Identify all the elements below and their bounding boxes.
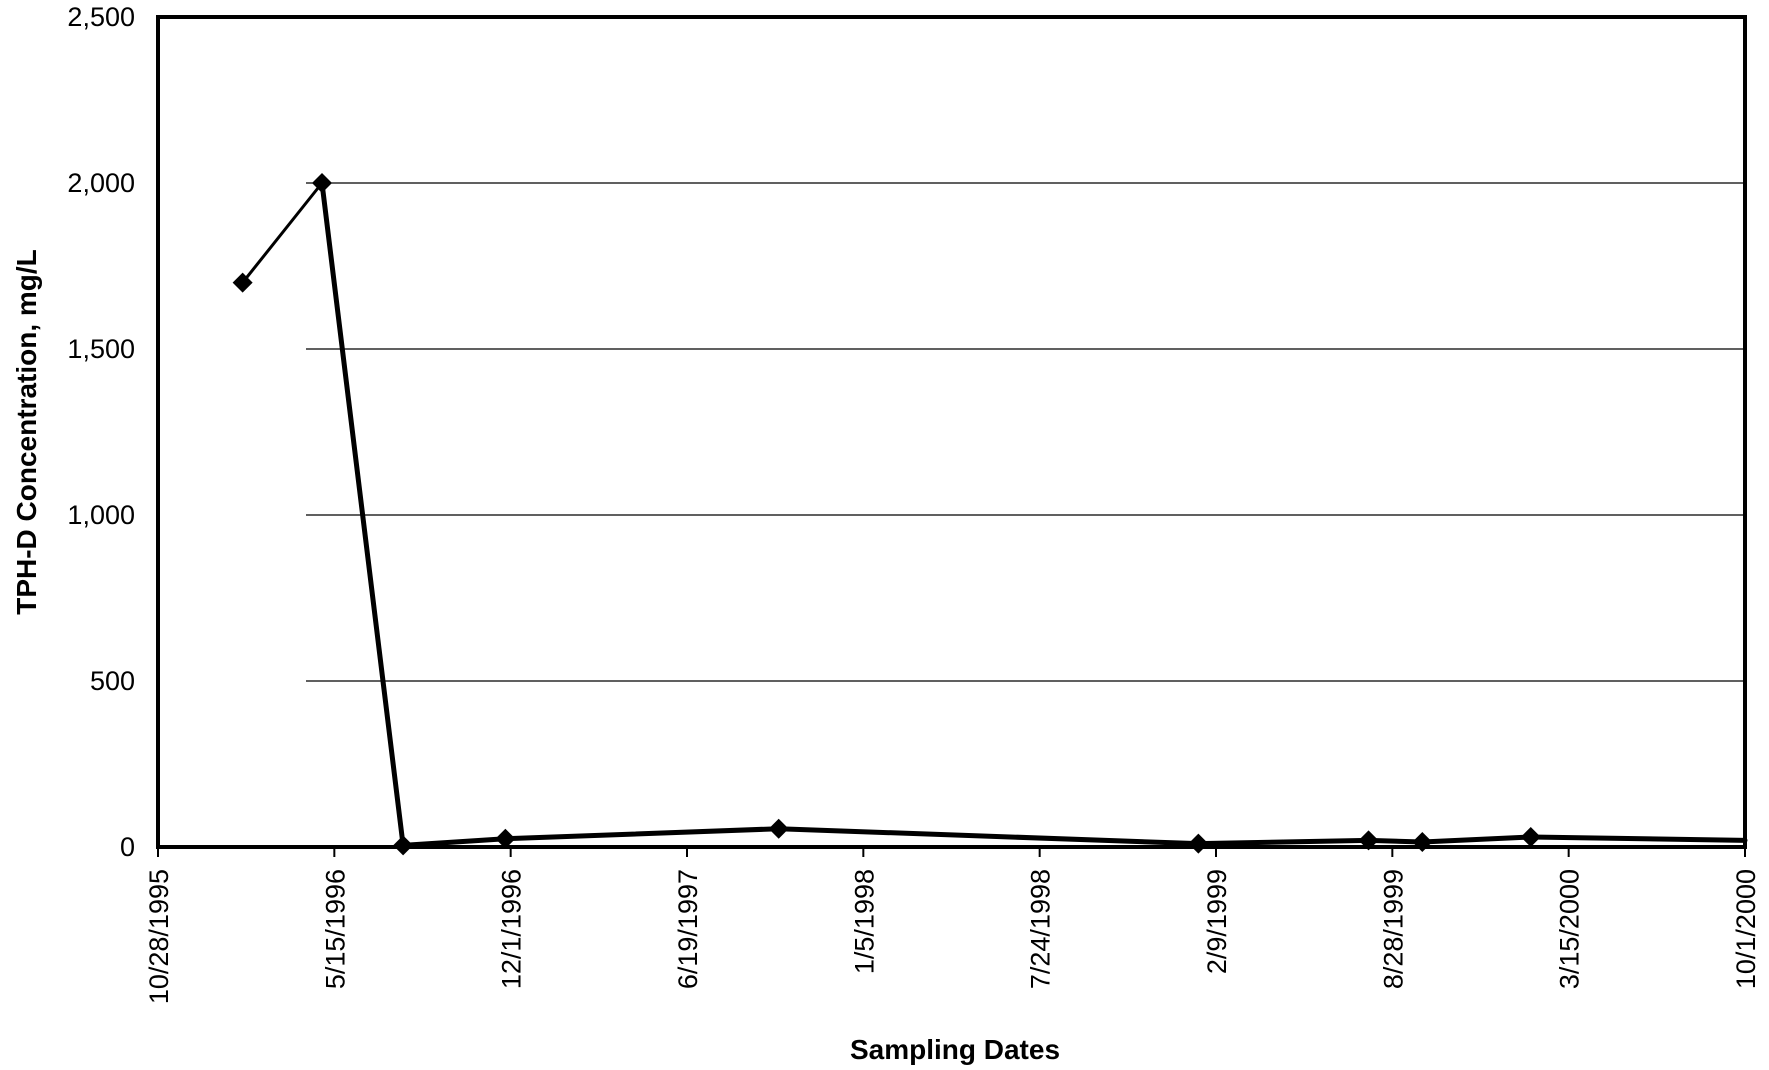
plot-area-frame <box>156 15 1747 849</box>
series-line-segment <box>1528 834 1748 843</box>
data-point-marker <box>311 173 332 193</box>
series-layer <box>232 173 1748 856</box>
x-tick-label: 1/5/1998 <box>849 869 879 974</box>
data-point-marker <box>393 835 414 856</box>
data-point-marker <box>1358 830 1379 851</box>
axis-ticks: 0 500 1,000 1,500 2,000 2,500 10/28/1995 5/15/1… <box>67 2 1761 1004</box>
series-line-segment <box>400 836 508 848</box>
series-line-segment <box>1419 834 1534 845</box>
x-tick-label: 7/24/1998 <box>1026 869 1056 989</box>
series-line-segment <box>241 181 324 285</box>
data-point-marker <box>232 272 253 293</box>
data-point-marker <box>1412 832 1433 853</box>
x-tick-label: 12/1/1996 <box>497 869 527 989</box>
data-point-marker <box>1520 827 1541 848</box>
series-line-segment <box>319 180 406 848</box>
y-tick-label: 2,000 <box>67 168 135 198</box>
x-tick-label: 3/15/2000 <box>1555 869 1585 989</box>
x-tick-label: 10/1/2000 <box>1731 869 1761 989</box>
x-tick-label: 5/15/1996 <box>320 869 350 989</box>
series-line-segment <box>1195 837 1372 847</box>
x-tick-label: 8/28/1999 <box>1378 869 1408 989</box>
series-line-segment <box>502 826 782 842</box>
y-tick-label: 1,500 <box>67 334 135 364</box>
x-tick-label: 6/19/1997 <box>673 869 703 989</box>
y-tick-label: 500 <box>90 666 135 696</box>
y-tick-label: 2,500 <box>67 2 135 32</box>
y-tick-label: 0 <box>120 832 135 862</box>
data-point-marker <box>495 828 516 849</box>
y-axis-title: TPH-D Concentration, mg/L <box>11 249 42 615</box>
data-point-marker <box>768 818 789 839</box>
series-line-segment <box>776 826 1201 847</box>
x-tick-label: 10/28/1995 <box>144 869 174 1004</box>
gridlines <box>306 182 1745 682</box>
x-axis-title: Sampling Dates <box>850 1034 1060 1065</box>
x-tick-label: 2/9/1999 <box>1202 869 1232 974</box>
data-point-marker <box>1188 833 1209 854</box>
y-tick-label: 1,000 <box>67 500 135 530</box>
